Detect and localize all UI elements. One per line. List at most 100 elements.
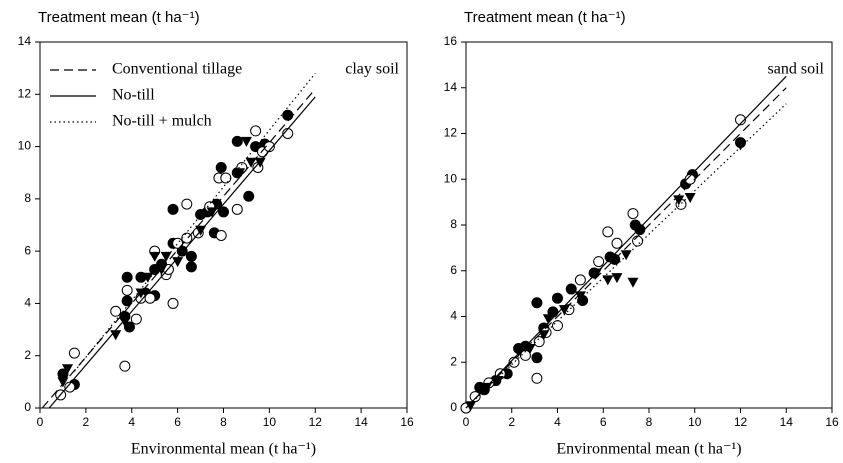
data-point [542, 314, 554, 325]
data-point [602, 226, 614, 238]
x-tick-label: 12 [309, 415, 323, 429]
x-tick-label: 0 [37, 415, 44, 429]
data-point [634, 224, 646, 236]
y-tick-label: 6 [24, 243, 31, 257]
data-point [627, 208, 639, 220]
fit-line [465, 75, 787, 409]
y-tick-label: 10 [18, 139, 32, 153]
data-point [552, 292, 563, 304]
fit-line [465, 103, 787, 409]
x-tick-label: 8 [646, 415, 653, 429]
x-tick-label: 2 [508, 415, 515, 429]
data-point [234, 168, 246, 179]
y-tick-label: 16 [444, 34, 458, 48]
panel-annotation: sand soil [768, 61, 825, 78]
data-point [123, 321, 135, 333]
y-tick-label: 0 [24, 400, 31, 414]
data-point [593, 256, 605, 268]
y-tick-label: 2 [24, 348, 31, 362]
data-point [513, 346, 525, 357]
data-point [160, 251, 172, 262]
data-point [218, 206, 229, 218]
data-point [206, 207, 218, 218]
data-point [110, 305, 122, 317]
x-tick-label: 6 [174, 415, 181, 429]
data-point [215, 229, 227, 241]
data-point [254, 157, 266, 168]
x-tick-label: 10 [688, 415, 702, 429]
data-point [121, 271, 133, 283]
x-tick-label: 10 [263, 415, 277, 429]
data-point [602, 275, 614, 286]
plot-frame [39, 41, 408, 409]
data-point [533, 336, 545, 348]
data-point [215, 161, 227, 173]
x-tick-label: 14 [354, 415, 368, 429]
x-tick-label: 8 [220, 415, 227, 429]
y-tick-label: 12 [18, 86, 32, 100]
data-point [149, 251, 161, 262]
data-point [172, 237, 184, 249]
x-tick-label: 4 [554, 415, 561, 429]
data-point [735, 140, 746, 151]
x-tick-label: 0 [463, 415, 470, 429]
y-tick-label: 4 [24, 296, 31, 310]
y-tick-label: 14 [444, 80, 458, 94]
y-tick-label: 8 [24, 191, 31, 205]
data-point [531, 372, 543, 384]
data-point [181, 198, 193, 210]
data-point [121, 295, 133, 307]
data-point [240, 136, 252, 147]
data-point [231, 203, 243, 215]
data-point [130, 313, 142, 325]
data-point [135, 288, 147, 299]
legend-label: No-till [112, 87, 155, 104]
data-point [144, 292, 156, 304]
data-point [220, 172, 232, 184]
data-point [243, 190, 255, 202]
y-tick-label: 8 [450, 217, 457, 231]
data-point [627, 277, 639, 288]
data-point [531, 297, 543, 309]
x-tick-label: 6 [600, 415, 607, 429]
data-point [492, 376, 504, 387]
data-point [684, 193, 696, 204]
panel-annotation: clay soil [345, 61, 399, 78]
data-point [465, 401, 477, 412]
y-tick-label: 2 [450, 354, 457, 368]
data-point [508, 356, 520, 368]
x-tick-label: 16 [400, 415, 414, 429]
y-tick-label: 14 [18, 34, 32, 48]
data-point [167, 297, 179, 309]
fit-line [48, 96, 316, 409]
x-axis-title: Environmental mean (t ha⁻¹) [556, 441, 741, 458]
data-point [121, 284, 133, 296]
data-point [142, 272, 154, 283]
y-tick-label: 12 [444, 126, 458, 140]
fit-line [73, 72, 316, 372]
data-point [185, 261, 197, 273]
y-tick-label: 0 [450, 400, 457, 414]
x-tick-label: 16 [825, 415, 839, 429]
data-point [263, 141, 275, 153]
data-point [68, 347, 80, 359]
x-axis-title: Environmental mean (t ha⁻¹) [131, 441, 316, 458]
y-tick-label: 4 [450, 309, 457, 323]
data-point [469, 391, 481, 403]
data-point [574, 291, 586, 302]
data-point [574, 274, 586, 286]
data-point [172, 257, 184, 268]
data-point [565, 283, 577, 295]
data-point [185, 250, 197, 262]
x-tick-label: 4 [128, 415, 135, 429]
x-tick-label: 12 [734, 415, 748, 429]
data-point [611, 237, 623, 249]
data-point [611, 273, 623, 284]
data-point [250, 125, 262, 137]
legend-label: No-till + mulch [112, 113, 212, 130]
y-tick-label: 10 [444, 171, 458, 185]
data-point [64, 381, 76, 393]
data-point [735, 114, 746, 126]
